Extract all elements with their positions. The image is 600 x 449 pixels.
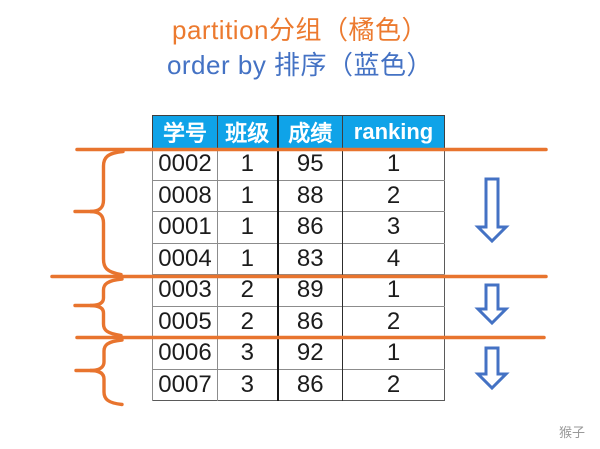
table-cell: 1	[217, 179, 278, 212]
table-cell: 2	[342, 368, 445, 401]
table-cell: 86	[276, 211, 343, 243]
table-cell: 0003	[152, 274, 218, 306]
table-cell: 2	[342, 179, 445, 212]
table-cell: 86	[276, 368, 343, 401]
table-cell: 0008	[152, 179, 218, 212]
table-cell: 3	[342, 211, 445, 243]
table-cell: 0004	[152, 242, 218, 275]
title-orderby-line: order by 排序（蓝色）	[166, 50, 434, 80]
table-cell: 86	[276, 305, 343, 338]
table-row: 0008 1 88 2	[152, 179, 445, 212]
table-cell: 89	[276, 274, 343, 306]
table-row: 0007 3 86 2	[152, 368, 445, 401]
table-cell: 2	[217, 305, 278, 338]
table-cell: 0005	[152, 305, 218, 338]
partition-brace-1	[89, 149, 125, 277]
table-cell: 1	[342, 274, 445, 306]
order-arrow-3	[474, 346, 510, 391]
table-cell: 0002	[152, 148, 218, 180]
column-header-ranking: ranking	[342, 115, 445, 149]
table-cell: 1	[342, 148, 445, 180]
table-cell: 88	[276, 179, 343, 212]
title-partition-line: partition分组（橘色）	[172, 15, 428, 45]
table-cell: 1	[217, 148, 278, 180]
column-header-student-id: 学号	[152, 115, 218, 149]
watermark: 猴子	[558, 425, 585, 440]
table-cell: 0006	[152, 337, 218, 369]
table-cell: 3	[217, 368, 278, 401]
order-arrow-2	[474, 283, 510, 326]
table-row: 0006 3 92 1	[152, 337, 445, 369]
partition-brace-2	[89, 277, 124, 338]
table-cell: 1	[342, 337, 445, 369]
table-cell: 83	[276, 242, 343, 275]
column-header-score: 成绩	[276, 115, 343, 149]
partition-brace-3	[89, 338, 124, 407]
table-row: 0002 1 95 1	[152, 148, 445, 180]
title: partition分组（橘色） order by 排序（蓝色）	[0, 13, 600, 83]
table-cell: 1	[217, 211, 278, 243]
table-row: 0003 2 89 1	[152, 274, 445, 306]
order-arrow-1	[474, 177, 510, 244]
table-cell: 0001	[152, 211, 218, 243]
column-header-class: 班级	[217, 115, 278, 149]
table-cell: 95	[276, 148, 343, 180]
table-cell: 1	[217, 242, 278, 275]
table-row: 0004 1 83 4	[152, 242, 445, 275]
table-cell: 92	[276, 337, 343, 369]
table-cell: 2	[217, 274, 278, 306]
table-cell: 4	[342, 242, 445, 275]
data-table: 学号 班级 成绩 ranking 0002 1 95 1 0008 1 88 2…	[152, 115, 445, 401]
table-cell: 3	[217, 337, 278, 369]
table-row: 0005 2 86 2	[152, 305, 445, 338]
table-cell: 0007	[152, 368, 218, 401]
table-cell: 2	[342, 305, 445, 338]
header-row: 学号 班级 成绩 ranking	[152, 115, 445, 149]
table-row: 0001 1 86 3	[152, 211, 445, 243]
